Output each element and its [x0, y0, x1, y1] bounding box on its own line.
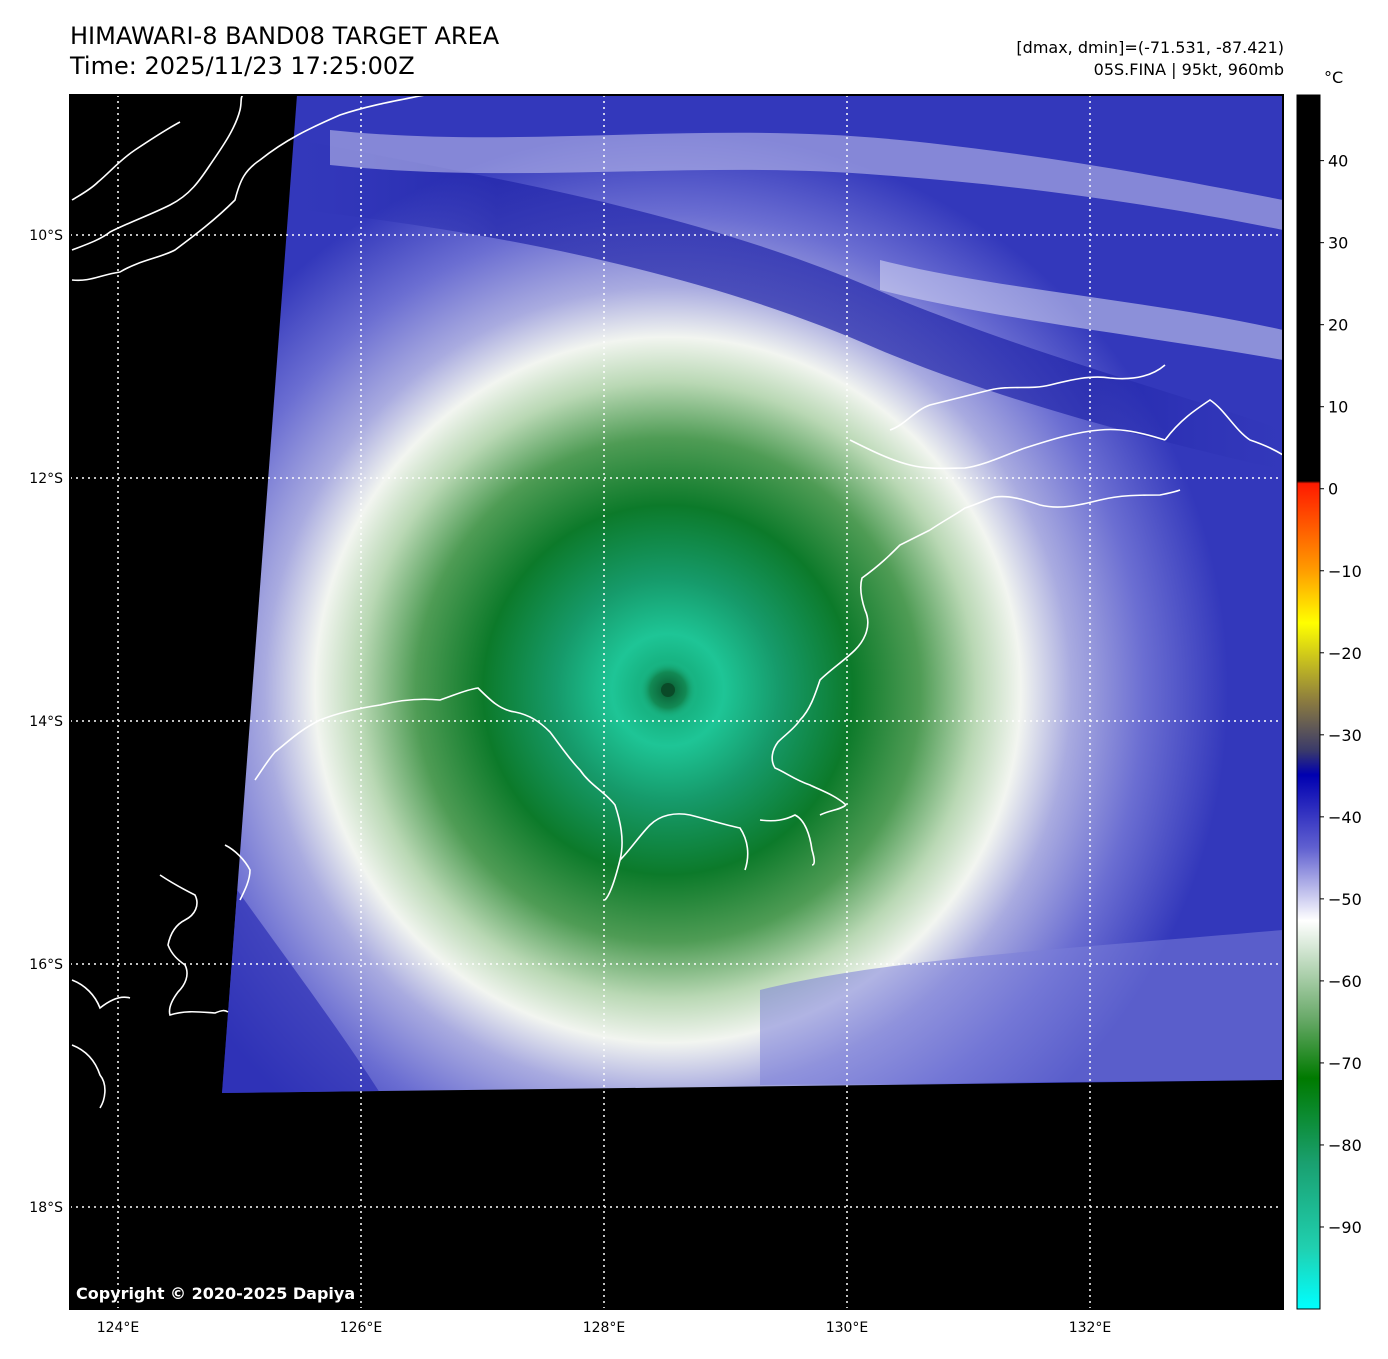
colorbar-label--80: −80 — [1328, 1136, 1362, 1155]
coastline-kimberley — [254, 687, 847, 901]
map-frame — [69, 94, 1284, 1310]
dmax-dmin-readout: [dmax, dmin]=(-71.531, -87.421) — [1016, 38, 1284, 57]
lon-label-126: 126°E — [340, 1320, 383, 1336]
lon-label-128: 128°E — [583, 1320, 626, 1336]
longitude-labels: 124°E 126°E 128°E 130°E 132°E — [97, 1320, 1112, 1336]
lon-label-124: 124°E — [97, 1320, 140, 1336]
storm-info: 05S.FINA | 95kt, 960mb — [1093, 60, 1284, 79]
lat-label-10: 10°S — [29, 228, 63, 244]
colorbar-label--20: −20 — [1328, 644, 1362, 663]
latitude-labels: 10°S 12°S 14°S 16°S 18°S — [29, 228, 63, 1216]
colorbar-label-30: 30 — [1328, 234, 1348, 253]
colorbar-label--70: −70 — [1328, 1054, 1362, 1073]
coastline-northern-territory — [849, 364, 1283, 531]
title-time: Time: 2025/11/23 17:25:00Z — [70, 52, 415, 80]
lon-label-132: 132°E — [1069, 1320, 1112, 1336]
coastline-timor-north — [71, 95, 426, 282]
colorbar-label--30: −30 — [1328, 726, 1362, 745]
colorbar-label--40: −40 — [1328, 808, 1362, 827]
gridlines — [70, 95, 1283, 1309]
colorbar-label--50: −50 — [1328, 890, 1362, 909]
coastline-timor-west — [71, 95, 244, 251]
coastlines — [71, 95, 1283, 1109]
satellite-imagery — [222, 95, 1283, 1093]
coastline-west-islands — [159, 844, 251, 1017]
copyright-notice: Copyright © 2020-2025 Dapiya — [76, 1284, 356, 1303]
colorbar-unit: °C — [1324, 68, 1343, 87]
colorbar-label-20: 20 — [1328, 316, 1348, 335]
colorbar-label-0: 0 — [1328, 480, 1338, 499]
colorbar-tick-labels: 40 30 20 10 0 −10 −20 −30 −40 −50 −60 −70 −80 −90 — [1320, 152, 1362, 1237]
coastline-southwest — [71, 979, 131, 1109]
colorbar-label-10: 10 — [1328, 398, 1348, 417]
title-line-1: HIMAWARI-8 BAND08 TARGET AREA — [70, 22, 500, 50]
lat-label-16: 16°S — [29, 957, 63, 973]
colorbar-label--60: −60 — [1328, 972, 1362, 991]
lat-label-14: 14°S — [29, 714, 63, 730]
lon-label-130: 130°E — [826, 1320, 869, 1336]
colorbar-label--10: −10 — [1328, 562, 1362, 581]
colorbar — [1296, 94, 1321, 1310]
lat-label-18: 18°S — [29, 1200, 63, 1216]
colorbar-label--90: −90 — [1328, 1218, 1362, 1237]
colorbar-label-40: 40 — [1328, 152, 1348, 171]
lat-label-12: 12°S — [29, 471, 63, 487]
coastline-small-island — [71, 121, 181, 201]
coastline-joseph-bonaparte — [771, 529, 931, 806]
